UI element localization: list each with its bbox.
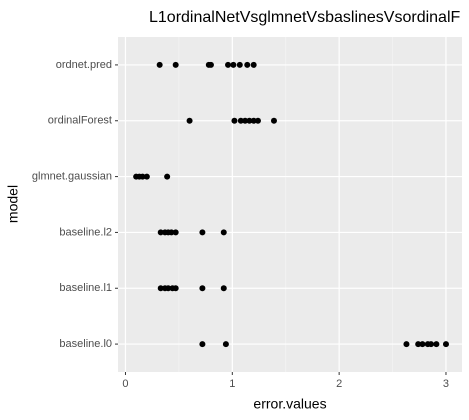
point xyxy=(254,117,261,124)
point xyxy=(172,61,179,68)
point xyxy=(172,229,179,236)
point xyxy=(246,117,253,124)
y-tick-label: ordnet.pred xyxy=(56,59,112,71)
point xyxy=(164,173,171,180)
point xyxy=(139,173,146,180)
x-tick-label: 1 xyxy=(229,378,235,390)
y-tick-label: ordinalForest xyxy=(48,115,112,127)
point xyxy=(199,229,206,236)
point xyxy=(157,229,164,236)
point xyxy=(415,341,422,348)
point xyxy=(419,341,426,348)
point xyxy=(157,285,164,292)
y-tick-label: glmnet.gaussian xyxy=(32,170,112,182)
point xyxy=(143,173,150,180)
point xyxy=(199,285,206,292)
point xyxy=(156,61,163,68)
point xyxy=(207,61,214,68)
x-tick-label: 3 xyxy=(443,378,449,390)
point xyxy=(220,285,227,292)
point xyxy=(270,117,277,124)
y-tick-label: baseline.l2 xyxy=(59,226,112,238)
point xyxy=(250,61,257,68)
point xyxy=(428,341,435,348)
point xyxy=(433,341,440,348)
point xyxy=(186,117,193,124)
y-tick-label: baseline.l0 xyxy=(59,338,112,350)
point xyxy=(222,341,229,348)
point xyxy=(220,229,227,236)
point xyxy=(172,285,179,292)
y-axis-label: model xyxy=(5,185,21,223)
x-tick-label: 0 xyxy=(122,378,128,390)
point xyxy=(403,341,410,348)
point xyxy=(168,229,175,236)
point xyxy=(237,117,244,124)
point xyxy=(250,117,257,124)
point xyxy=(225,61,232,68)
panel xyxy=(118,37,462,372)
x-tick-label: 2 xyxy=(336,378,342,390)
point xyxy=(236,61,243,68)
x-axis-label: error.values xyxy=(253,396,326,412)
point xyxy=(165,285,172,292)
point xyxy=(199,341,206,348)
point xyxy=(242,117,249,124)
marks xyxy=(133,61,449,348)
point xyxy=(244,61,251,68)
point xyxy=(442,341,449,348)
point xyxy=(231,117,238,124)
chart-title: L1ordinalNetVsglmnetVsbaslinesVsordinalF xyxy=(149,9,461,26)
point xyxy=(230,61,237,68)
y-tick-label: baseline.l1 xyxy=(59,282,112,294)
